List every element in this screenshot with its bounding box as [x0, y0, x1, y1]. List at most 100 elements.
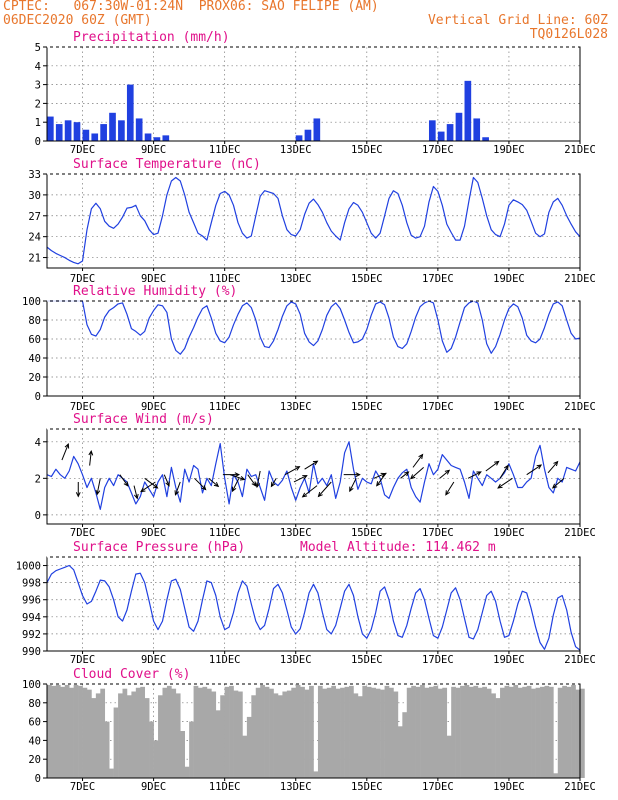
cloud-bar: [202, 686, 208, 778]
cloud-bar: [229, 685, 234, 778]
precip-bar: [455, 112, 463, 141]
pressure-xtick-label: 13DEC: [280, 654, 312, 666]
wind-arrow-shaft: [526, 464, 542, 476]
wind-arrow-shaft: [497, 477, 513, 489]
cloud-bar: [566, 686, 572, 778]
wind-arrow-shaft: [293, 475, 307, 483]
wind-arrow-shaft: [552, 477, 565, 489]
precip-bar: [144, 133, 152, 141]
cloud-bar: [251, 695, 257, 778]
cloud-bar: [571, 684, 576, 778]
precip-bar: [64, 120, 72, 141]
cloud-bar: [508, 686, 514, 778]
cloud-bar: [473, 685, 479, 778]
cloud-bar: [371, 687, 376, 778]
rh-xtick-label: 17DEC: [422, 401, 454, 413]
pressure-ytick-label: 1000: [16, 561, 41, 573]
temp-title: Surface Temperature (nC): [73, 157, 261, 172]
rh-series-line: [47, 300, 581, 355]
cloud-bar: [428, 686, 434, 778]
cloud-bar: [109, 768, 114, 778]
cloud-bar: [255, 687, 261, 778]
temp-xtick-label: 19DEC: [493, 273, 525, 285]
precip-bar: [313, 118, 321, 141]
pressure-ytick-label: 990: [22, 646, 41, 658]
wind-arrow-head: [153, 483, 159, 489]
cloud-bar: [60, 686, 66, 778]
run-label: 06DEC2020 60Z (GMT): [3, 13, 152, 28]
cloud-bar: [375, 688, 381, 778]
wind-xtick-label: 21DEC: [564, 527, 596, 539]
wind-arrow-head: [317, 491, 323, 498]
cloud-bar: [495, 698, 501, 778]
cloud-bar: [575, 689, 581, 778]
org-label: CPTEC:: [3, 0, 50, 14]
cloud-bar: [51, 685, 57, 778]
precip-bar: [100, 124, 107, 141]
wind-arrow-head: [380, 472, 387, 478]
wind-arrow-head: [213, 482, 220, 488]
cloud-bar: [446, 735, 452, 778]
cloud-bar: [291, 687, 297, 778]
wind-arrow-head: [312, 460, 319, 466]
precip-xtick-label: 7DEC: [70, 144, 95, 156]
cloud-xtick-label: 17DEC: [422, 781, 454, 793]
wind-title: Surface Wind (m/s): [73, 412, 214, 427]
wind-arrow-head: [234, 472, 241, 478]
cloud-bar: [189, 721, 194, 778]
cloud-bar: [220, 695, 225, 778]
temp-ytick-label: 24: [28, 232, 41, 244]
cloud-bar: [402, 712, 408, 778]
precip-bar: [47, 116, 54, 141]
temp-xtick-label: 11DEC: [209, 273, 241, 285]
cloud-bar: [460, 685, 465, 778]
cloud-bar: [433, 685, 439, 778]
rh-panel: 0 20 40 60 80 100 7DEC 9DEC 11DEC 13DEC 15DEC 17DEC…: [22, 284, 596, 413]
temp-xtick-label: 15DEC: [351, 273, 383, 285]
cloud-bar: [300, 686, 305, 778]
wind-arrow-head: [404, 471, 410, 477]
wind-arrow-head: [140, 487, 146, 493]
cloud-panel: 0 20 40 60 80 100 7DEC 9DEC 11DEC 13DEC 15DEC 17DEC…: [22, 667, 596, 793]
cloud-bar: [517, 687, 523, 778]
cloud-bar: [104, 721, 110, 778]
rh-ytick-label: 0: [35, 391, 41, 403]
cloud-bar: [486, 688, 492, 778]
cloud-xtick-label: 21DEC: [564, 781, 596, 793]
pressure-ytick-label: 996: [22, 595, 41, 607]
wind-arrow-shaft: [119, 474, 129, 487]
wind-xtick-label: 11DEC: [209, 527, 241, 539]
cloud-bar: [344, 686, 350, 778]
wind-arrow-head: [503, 464, 509, 471]
rh-ytick-label: 80: [28, 315, 41, 327]
cloud-bar: [406, 687, 412, 778]
wind-arrow-shaft: [96, 478, 101, 495]
cloud-bar: [260, 684, 265, 778]
wind-arrow-head: [349, 486, 354, 493]
cloud-bar: [295, 684, 301, 778]
wind-ytick-label: 0: [35, 510, 41, 522]
vgrid-label: Vertical Grid Line: 60Z: [427, 13, 608, 28]
cloud-bar: [171, 688, 177, 778]
cloud-bar: [340, 687, 345, 778]
wind-arrow-head: [239, 475, 246, 481]
precip-ytick-label: 2: [35, 98, 41, 110]
cloud-bar: [526, 685, 532, 778]
cloud-bar: [491, 693, 496, 778]
wind-arrow-shaft: [439, 469, 450, 479]
rh-ytick-label: 60: [28, 334, 41, 346]
cloud-xtick-label: 9DEC: [141, 781, 166, 793]
precip-bar: [482, 137, 489, 141]
cloud-title: Cloud Cover (%): [73, 667, 190, 682]
cloud-bar: [304, 689, 310, 778]
wind-panel: 0 2 4 7DEC 9DEC 11DEC 13DEC 15DEC 17DEC 19DEC 21DE…: [35, 412, 596, 539]
cloud-bar: [362, 685, 368, 778]
precip-bar: [446, 124, 454, 141]
wind-arrow-head: [95, 489, 101, 496]
cloud-ytick-label: 40: [28, 735, 41, 747]
cloud-bar: [335, 688, 341, 778]
temp-frame: [46, 173, 581, 269]
temp-ytick-label: 21: [28, 253, 41, 265]
cloud-bar: [166, 685, 172, 778]
rh-xtick-label: 19DEC: [493, 401, 525, 413]
